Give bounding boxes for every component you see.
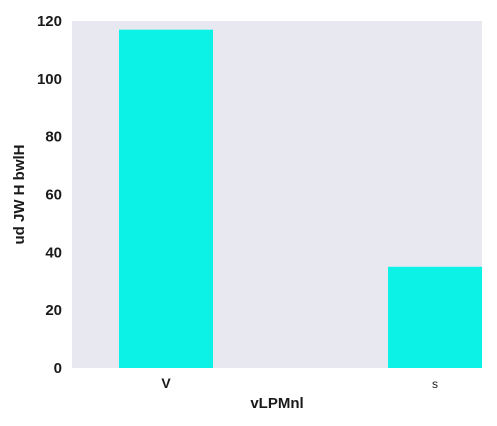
y-tick-label-120: 120: [37, 13, 62, 30]
x-tick-label-s: s: [432, 377, 438, 391]
y-tick-label-0: 0: [54, 360, 62, 377]
x-axis-label: vLPMnl: [250, 395, 303, 412]
y-tick-label-60: 60: [45, 187, 62, 204]
y-tick-label-40: 40: [45, 244, 62, 261]
y-axis-label: ud JW H bwlH: [11, 145, 28, 245]
y-tick-label-100: 100: [37, 71, 62, 88]
bar-s: [388, 266, 482, 368]
y-tick-label-20: 20: [45, 302, 62, 319]
bar-V: [119, 29, 213, 369]
x-tick-label-V: V: [161, 375, 171, 391]
y-tick-label-80: 80: [45, 129, 62, 146]
